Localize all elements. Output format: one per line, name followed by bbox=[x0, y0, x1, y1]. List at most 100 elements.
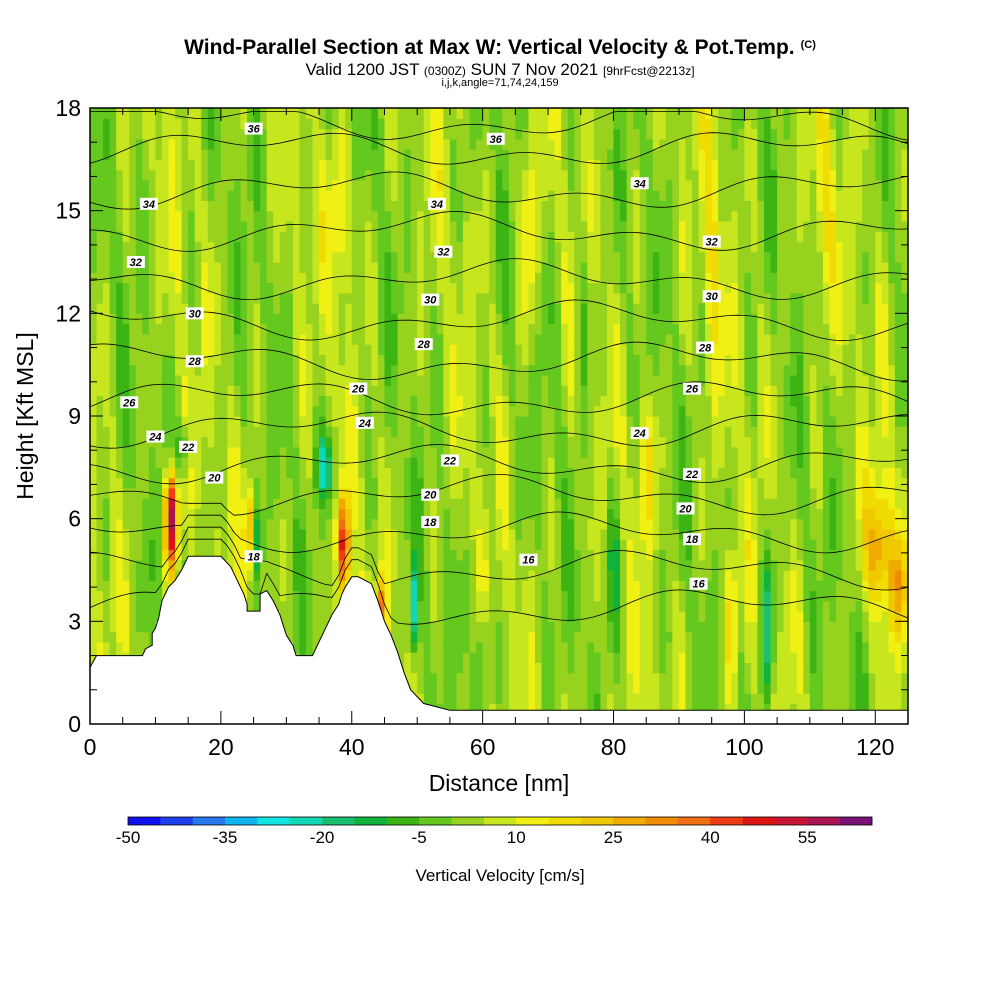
field-cell bbox=[384, 190, 392, 201]
field-cell bbox=[541, 416, 549, 427]
field-cell bbox=[214, 118, 222, 130]
field-cell bbox=[391, 559, 399, 571]
field-cell bbox=[397, 426, 405, 438]
field-cell bbox=[240, 559, 248, 571]
field-cell bbox=[194, 374, 202, 386]
field-cell bbox=[312, 631, 320, 643]
field-cell bbox=[587, 652, 595, 663]
field-cell bbox=[214, 457, 222, 468]
field-cell bbox=[292, 631, 300, 643]
field-cell bbox=[286, 200, 294, 212]
field-cell bbox=[410, 498, 418, 509]
field-cell bbox=[319, 570, 327, 581]
field-cell bbox=[449, 200, 458, 212]
field-cell bbox=[502, 364, 510, 376]
field-cell bbox=[122, 138, 130, 150]
field-cell bbox=[207, 518, 215, 530]
field-cell bbox=[325, 559, 333, 571]
field-cell bbox=[233, 179, 242, 191]
field-cell bbox=[626, 580, 634, 592]
field-cell bbox=[678, 374, 687, 386]
field-cell bbox=[240, 210, 248, 222]
field-cell bbox=[554, 262, 562, 273]
field-cell bbox=[292, 241, 300, 253]
field-cell bbox=[338, 241, 346, 253]
field-cell bbox=[646, 508, 654, 520]
field-cell bbox=[325, 395, 333, 407]
field-cell bbox=[495, 446, 503, 458]
field-cell bbox=[430, 457, 438, 468]
field-cell bbox=[292, 528, 300, 540]
field-cell bbox=[482, 672, 490, 684]
field-cell bbox=[194, 405, 202, 417]
field-cell bbox=[646, 303, 654, 314]
field-cell bbox=[332, 385, 340, 397]
field-cell bbox=[423, 652, 431, 663]
field-cell bbox=[273, 539, 281, 551]
field-cell bbox=[273, 159, 281, 171]
field-cell bbox=[587, 580, 595, 592]
field-cell bbox=[371, 344, 379, 355]
field-cell bbox=[521, 641, 530, 653]
field-cell bbox=[325, 149, 333, 160]
field-cell bbox=[391, 344, 399, 355]
field-cell bbox=[508, 416, 516, 427]
field-cell bbox=[541, 200, 549, 212]
field-cell bbox=[423, 539, 431, 551]
field-cell bbox=[574, 539, 582, 551]
field-cell bbox=[469, 539, 477, 551]
field-cell bbox=[508, 241, 516, 253]
field-cell bbox=[227, 190, 235, 201]
field-cell bbox=[345, 508, 353, 520]
field-cell bbox=[345, 200, 353, 212]
field-cell bbox=[247, 580, 255, 592]
field-cell bbox=[587, 385, 595, 397]
field-cell bbox=[423, 621, 431, 633]
field-cell bbox=[685, 159, 693, 171]
field-cell bbox=[541, 395, 549, 407]
field-cell bbox=[233, 457, 242, 468]
field-cell bbox=[129, 272, 137, 284]
field-cell bbox=[528, 190, 536, 201]
field-cell bbox=[397, 477, 405, 489]
field-cell bbox=[273, 354, 281, 366]
field-cell bbox=[319, 426, 327, 438]
field-cell bbox=[201, 416, 209, 427]
field-cell bbox=[116, 190, 124, 201]
field-cell bbox=[175, 467, 183, 479]
field-cell bbox=[456, 467, 464, 479]
field-cell bbox=[135, 416, 143, 427]
field-cell bbox=[116, 118, 124, 130]
field-cell bbox=[292, 426, 300, 438]
field-cell bbox=[554, 405, 562, 417]
field-cell bbox=[273, 333, 281, 345]
field-cell bbox=[476, 344, 484, 355]
field-cell bbox=[528, 405, 536, 417]
field-cell bbox=[129, 570, 137, 581]
field-cell bbox=[489, 641, 497, 653]
field-cell bbox=[587, 570, 595, 581]
field-cell bbox=[148, 590, 157, 602]
field-cell bbox=[168, 210, 176, 222]
field-cell bbox=[207, 416, 215, 427]
field-cell bbox=[443, 405, 451, 417]
field-cell bbox=[161, 138, 170, 150]
field-cell bbox=[345, 128, 353, 140]
field-cell bbox=[364, 303, 372, 314]
field-cell bbox=[423, 200, 431, 212]
field-cell bbox=[404, 570, 412, 581]
field-cell bbox=[364, 118, 372, 130]
field-cell bbox=[129, 436, 137, 448]
field-cell bbox=[345, 549, 353, 561]
field-cell bbox=[273, 292, 281, 304]
field-cell bbox=[247, 508, 255, 520]
field-cell bbox=[423, 549, 431, 561]
field-cell bbox=[103, 190, 111, 201]
field-cell bbox=[489, 262, 497, 273]
field-cell bbox=[188, 200, 196, 212]
field-cell bbox=[122, 518, 130, 530]
field-cell bbox=[319, 580, 327, 592]
field-cell bbox=[181, 467, 189, 479]
field-cell bbox=[109, 641, 117, 653]
field-cell bbox=[417, 395, 425, 407]
